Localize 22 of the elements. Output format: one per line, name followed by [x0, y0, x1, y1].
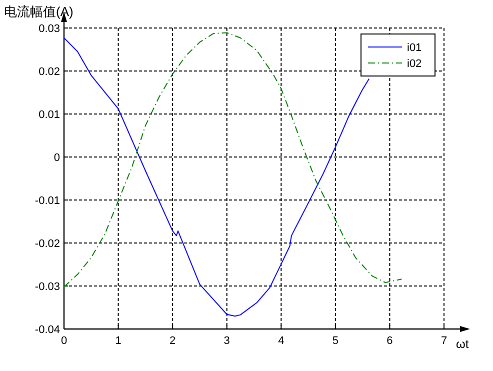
- y-tick-label: -0.04: [34, 324, 60, 336]
- y-tick-label: -0.02: [34, 238, 60, 250]
- legend-label: i02: [407, 58, 422, 70]
- y-tick-label: 0.02: [38, 66, 60, 78]
- line-series: [64, 37, 370, 317]
- x-tick-label: 3: [224, 335, 230, 347]
- x-tick-label: 0: [60, 335, 68, 347]
- x-tick-label: 4: [278, 335, 284, 347]
- y-axis-title: 电流幅值(A): [4, 4, 74, 19]
- x-tick-label: 6: [386, 335, 393, 347]
- x-tick-label: 2: [170, 335, 176, 347]
- y-tick-label: 0.01: [38, 109, 60, 121]
- line-series: [64, 32, 402, 288]
- y-tick-label: -0.01: [34, 195, 60, 207]
- y-tick-label: -0.03: [34, 281, 60, 293]
- y-tick-label: 0: [54, 152, 60, 164]
- x-tick-label: 1: [115, 335, 122, 347]
- y-tick-label: 0.03: [38, 23, 60, 35]
- legend-label: i01: [407, 42, 422, 54]
- x-tick-label: 7: [440, 335, 448, 347]
- x-axis-title: ωt: [456, 337, 470, 351]
- x-tick-label: 5: [332, 335, 338, 347]
